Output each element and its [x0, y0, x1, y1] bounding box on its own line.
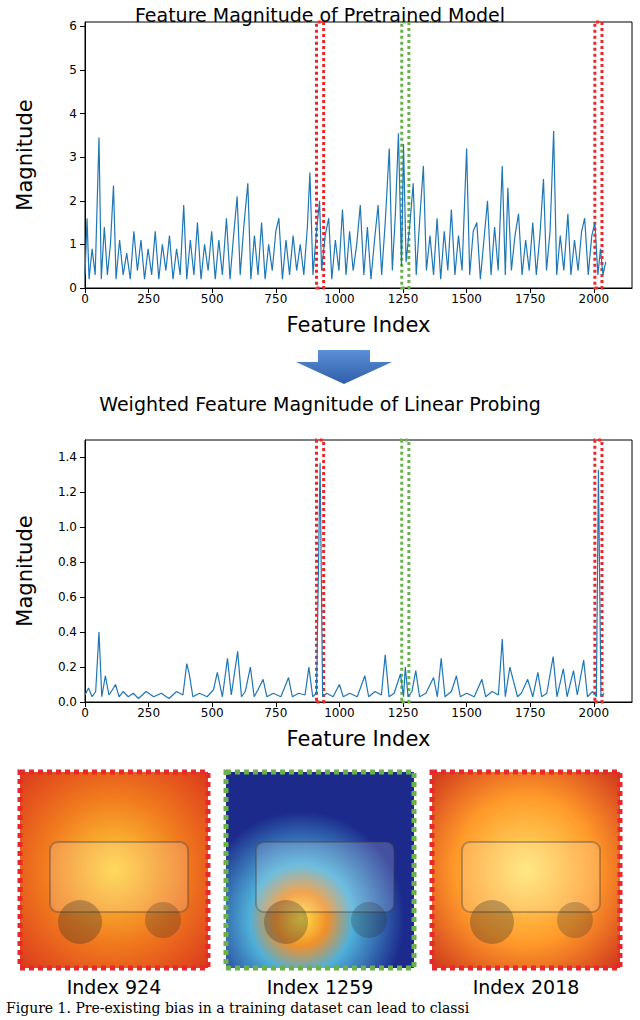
svg-text:1.4: 1.4 — [58, 450, 77, 464]
svg-text:1500: 1500 — [451, 706, 482, 720]
svg-text:Index 924: Index 924 — [67, 976, 162, 998]
svg-text:500: 500 — [201, 292, 224, 306]
svg-text:1750: 1750 — [515, 706, 546, 720]
svg-text:0.6: 0.6 — [58, 590, 77, 604]
svg-text:Feature Index: Feature Index — [287, 313, 431, 337]
svg-text:0.0: 0.0 — [58, 695, 77, 709]
svg-text:1500: 1500 — [451, 292, 482, 306]
svg-text:1000: 1000 — [324, 292, 355, 306]
svg-text:3: 3 — [69, 150, 77, 164]
svg-text:Index 2018: Index 2018 — [473, 976, 580, 998]
svg-text:6: 6 — [69, 19, 77, 33]
svg-text:1.0: 1.0 — [58, 520, 77, 534]
svg-text:Index 1259: Index 1259 — [267, 976, 374, 998]
svg-text:1250: 1250 — [388, 292, 419, 306]
svg-text:1000: 1000 — [324, 706, 355, 720]
svg-text:Magnitude: Magnitude — [13, 99, 37, 210]
svg-text:250: 250 — [137, 706, 160, 720]
svg-text:2: 2 — [69, 194, 77, 208]
svg-text:250: 250 — [137, 292, 160, 306]
svg-text:Feature Index: Feature Index — [287, 727, 431, 751]
svg-text:Feature Magnitude of Pretraine: Feature Magnitude of Pretrained Model — [135, 4, 505, 26]
svg-text:0.4: 0.4 — [58, 625, 77, 639]
svg-text:500: 500 — [201, 706, 224, 720]
svg-text:0: 0 — [81, 706, 89, 720]
svg-text:1.2: 1.2 — [58, 485, 77, 499]
svg-text:2000: 2000 — [579, 292, 610, 306]
svg-text:0.8: 0.8 — [58, 555, 77, 569]
svg-text:750: 750 — [264, 706, 287, 720]
svg-text:750: 750 — [264, 292, 287, 306]
svg-text:Figure 1. Pre-existing bias in: Figure 1. Pre-existing bias in a trainin… — [6, 1000, 470, 1016]
svg-text:0: 0 — [81, 292, 89, 306]
svg-text:1250: 1250 — [388, 706, 419, 720]
svg-text:Magnitude: Magnitude — [13, 515, 37, 626]
svg-text:4: 4 — [69, 107, 77, 121]
svg-text:0.2: 0.2 — [58, 660, 77, 674]
svg-text:1: 1 — [69, 237, 77, 251]
svg-text:5: 5 — [69, 63, 77, 77]
svg-text:0: 0 — [69, 281, 77, 295]
svg-text:1750: 1750 — [515, 292, 546, 306]
svg-text:2000: 2000 — [579, 706, 610, 720]
svg-text:Weighted Feature Magnitude of: Weighted Feature Magnitude of Linear Pro… — [99, 393, 541, 415]
